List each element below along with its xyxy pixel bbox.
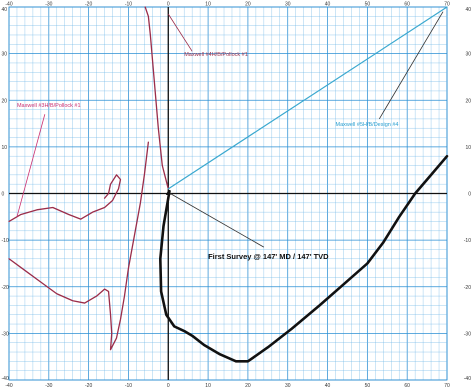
x-tick-label-bottom: -10 bbox=[125, 383, 132, 389]
annotation-label: Maxwell #4H/B/Pollock #1 bbox=[184, 52, 248, 58]
annotations: Maxwell #4H/B/Pollock #1 Maxwell #3H/B/Po… bbox=[17, 52, 399, 261]
x-tick-label-bottom: 70 bbox=[444, 383, 450, 389]
x-tick-label-top: 60 bbox=[404, 2, 410, 8]
y-tick-label-right: -10 bbox=[464, 238, 471, 244]
y-tick-label-left: -40 bbox=[2, 376, 9, 382]
x-tick-label-bottom: 10 bbox=[205, 383, 211, 389]
x-tick-label-bottom: 0 bbox=[167, 383, 170, 389]
series-layer bbox=[8, 6, 449, 363]
x-tick-label-bottom: 30 bbox=[285, 383, 291, 389]
x-tick-label-top: 30 bbox=[285, 2, 291, 8]
x-tick-label-top: 40 bbox=[325, 2, 331, 8]
series-line-2 bbox=[8, 174, 122, 223]
x-tick-label-bottom: 40 bbox=[325, 383, 331, 389]
y-tick-label-right: 40 bbox=[465, 7, 471, 13]
annotation-pointer bbox=[167, 13, 193, 52]
series-line-4 bbox=[167, 6, 448, 190]
y-tick-label-left: 10 bbox=[2, 145, 8, 151]
y-tick-label-right: -40 bbox=[464, 376, 471, 382]
x-tick-label-top: 0 bbox=[167, 2, 170, 8]
series-line-5 bbox=[159, 154, 449, 363]
x-tick-label-bottom: -20 bbox=[85, 383, 92, 389]
x-tick-label-top: -10 bbox=[125, 2, 132, 8]
y-tick-label-right: 30 bbox=[465, 52, 471, 58]
x-tick-label-bottom: 50 bbox=[365, 383, 371, 389]
y-tick-label-right: -20 bbox=[464, 285, 471, 291]
series-line-1 bbox=[144, 6, 169, 190]
y-tick-label-left: 20 bbox=[2, 98, 8, 104]
y-tick-label-left: 30 bbox=[2, 52, 8, 58]
y-tick-label-right: 10 bbox=[465, 145, 471, 151]
series-line-3 bbox=[8, 141, 150, 351]
x-tick-label-top: -40 bbox=[5, 2, 12, 8]
x-tick-label-top: -30 bbox=[45, 2, 52, 8]
annotation-pointer bbox=[378, 11, 444, 120]
annotation-pointer bbox=[170, 193, 265, 248]
x-tick-label-bottom: -30 bbox=[45, 383, 52, 389]
y-tick-label-left: 0 bbox=[2, 192, 5, 198]
y-tick-label-right: 0 bbox=[468, 192, 471, 198]
y-tick-label-left: -20 bbox=[2, 285, 9, 291]
x-tick-label-top: 50 bbox=[365, 2, 371, 8]
y-tick-label-right: 20 bbox=[465, 98, 471, 104]
y-tick-label-left: -10 bbox=[2, 238, 9, 244]
x-tick-label-top: 20 bbox=[245, 2, 251, 8]
surface-location-marker bbox=[165, 190, 171, 195]
y-tick-label-left: 40 bbox=[2, 7, 8, 13]
annotation-label: Maxwell #3H/B/Pollock #1 bbox=[17, 103, 81, 109]
x-tick-label-bottom: -40 bbox=[5, 383, 12, 389]
y-tick-label-right: -30 bbox=[464, 331, 471, 337]
x-tick-label-bottom: 60 bbox=[404, 383, 410, 389]
x-tick-label-top: -20 bbox=[85, 2, 92, 8]
y-tick-label-left: -30 bbox=[2, 331, 9, 337]
y-tick-labels: 40 40 30 30 20 20 10 10 0 0 -10 -10 -20 -20 -30 -30 -40 -… bbox=[2, 7, 472, 382]
annotation-label: Maxwell #5H/B/Design #4 bbox=[336, 122, 399, 128]
x-tick-label-top: 70 bbox=[444, 2, 450, 8]
annotation-pointer bbox=[16, 114, 46, 217]
x-tick-label-bottom: 20 bbox=[245, 383, 251, 389]
annotation-pointers bbox=[16, 11, 444, 248]
annotation-label: First Survey @ 147' MD / 147' TVD bbox=[208, 252, 329, 261]
x-tick-labels: -40-40-30-30-20-20-10-100010102020303040… bbox=[5, 2, 450, 390]
x-tick-label-top: 10 bbox=[205, 2, 211, 8]
